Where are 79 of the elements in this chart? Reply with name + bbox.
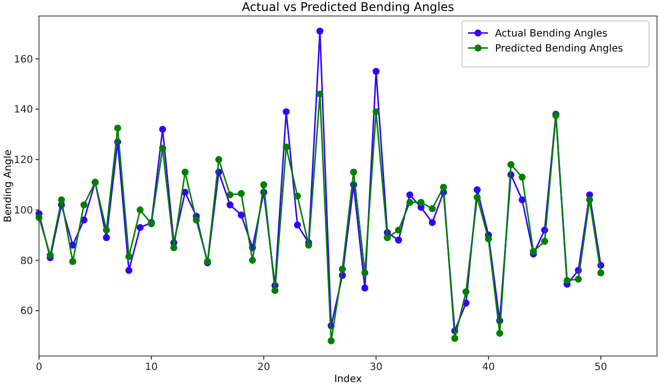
y-tick-label: 140 [14,104,33,116]
x-tick-label: 50 [594,362,608,373]
point [248,256,256,264]
point [159,126,166,133]
point [46,252,54,259]
point [114,124,122,132]
point [428,219,436,226]
point [518,174,526,181]
point [484,235,492,242]
legend-label: Actual Bending Angles [495,28,608,40]
point [294,192,301,200]
point [406,198,414,206]
point [282,143,290,150]
point [507,161,514,168]
point [350,168,358,176]
point [182,168,189,176]
y-tick-label: 60 [20,306,33,318]
point [80,201,88,208]
y-axis-title: Bending Angle [3,150,14,222]
point [384,234,391,242]
point [530,248,537,255]
point [102,234,110,242]
point [226,201,234,208]
point [338,266,346,273]
point [418,198,425,206]
x-tick-label: 30 [370,362,382,373]
point [395,236,402,244]
x-tick-label: 40 [482,362,495,373]
point [406,191,414,198]
point [316,28,324,35]
point [316,90,324,98]
point [58,196,65,204]
y-tick-label: 100 [14,205,33,216]
point [226,191,234,198]
point [496,330,504,337]
point [564,276,571,284]
point [474,186,481,194]
point [428,205,436,212]
point [215,156,222,164]
chart-title: Actual vs Predicted Bending Angles [242,0,454,14]
point [305,242,312,249]
point [102,226,110,234]
point [361,284,368,292]
point [372,68,380,75]
x-tick-label: 0 [36,362,42,373]
point [451,334,458,342]
point [69,258,76,266]
point [282,108,290,116]
point [192,216,200,224]
point [328,337,335,344]
point [159,144,166,152]
point [294,222,301,229]
point [260,181,268,188]
point [541,238,548,245]
point [474,194,481,201]
point [574,276,582,283]
legend-label: Predicted Bending Angles [495,44,624,54]
x-tick-label: 10 [144,362,158,373]
point [136,206,144,214]
y-tick-label: 120 [14,155,33,166]
x-axis-title: Index [334,374,362,385]
y-tick-label: 160 [14,54,33,66]
point [462,288,470,296]
point [361,269,368,276]
point [518,196,526,204]
point [395,226,402,234]
point [238,211,245,218]
y-tick-label: 80 [20,256,33,267]
point [125,266,132,274]
point [125,253,132,260]
point [586,196,594,204]
point [372,108,380,116]
x-tick-label: 20 [257,362,270,373]
point [440,184,448,191]
point [170,244,178,252]
point [597,269,604,276]
point [136,224,144,232]
point [238,190,245,198]
point [271,287,278,294]
